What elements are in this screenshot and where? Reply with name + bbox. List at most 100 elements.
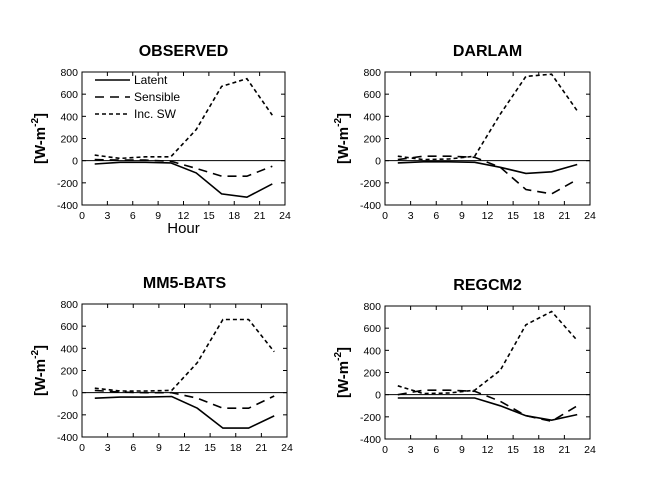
x-tick-label: 12 [482,444,494,456]
legend: Latent Sensible Inc. SW [95,73,180,121]
y-tick-label: 800 [60,299,78,311]
series-line-short-dash [94,77,273,160]
y-axis-label: [W-m-2] [333,113,352,164]
x-tick-label: 3 [408,444,414,456]
y-axis-label-main: [W-m [32,127,49,164]
y-tick-label: 400 [363,111,381,123]
x-tick-label: 24 [281,442,293,454]
x-tick-label: 12 [482,210,494,222]
chart-title: REGCM2 [453,277,522,294]
y-tick-label: -400 [360,434,381,446]
y-tick-label: 800 [363,301,381,313]
y-tick-label: -200 [57,410,78,422]
y-tick-label: 200 [60,366,78,378]
x-tick-label: 9 [459,444,465,456]
y-tick-label: 600 [363,89,381,101]
y-tick-label: 400 [60,111,78,123]
x-tick-label: 18 [230,442,242,454]
series-line-solid [94,395,275,429]
legend-label: Latent [134,73,168,87]
y-axis-label-main: [W-m [32,359,49,396]
plot-frame [81,303,288,438]
y-tick-label: 0 [375,156,381,168]
y-tick-label: 800 [60,67,78,79]
x-tick-label: 0 [382,444,388,456]
y-tick-label: 600 [60,89,78,101]
x-tick-label: 24 [584,444,596,456]
y-tick-label: 200 [60,134,78,146]
series-line-short-dash [397,73,578,161]
chart-title: OBSERVED [139,43,229,60]
x-tick-label: 3 [105,442,111,454]
x-tick-label: 18 [533,444,545,456]
y-axis-label-main: [W-m [335,361,352,398]
x-tick-label: 6 [433,444,439,456]
y-tick-label: 200 [363,134,381,146]
y-axis-label-exponent: -2 [333,118,344,127]
x-tick-label: 6 [433,210,439,222]
y-tick-label: 800 [363,67,381,79]
y-axis-label-exponent: -2 [333,352,344,361]
y-tick-label: -400 [57,200,78,212]
x-tick-label: 3 [408,210,414,222]
chart-panel-2: DARLAM 0 3 6 9 12 15 18 21 24 800 600 400 200 0 -200 -40… [333,43,596,222]
y-tick-label: -200 [360,412,381,424]
chart-title: MM5-BATS [143,275,227,292]
y-axis-label: [W-m-2] [30,113,49,164]
series-line-solid [94,161,273,199]
y-axis-label-close: ] [335,347,352,352]
x-tick-label: 9 [155,210,161,222]
legend-label: Sensible [134,90,180,104]
y-tick-label: -200 [57,178,78,190]
x-tick-label: 21 [254,210,266,222]
series-line-short-dash [397,310,578,395]
x-tick-label: 9 [156,442,162,454]
y-axis-label-exponent: -2 [30,118,41,127]
x-tick-label: 15 [204,442,216,454]
y-tick-label: -200 [360,178,381,190]
y-axis-label: [W-m-2] [333,347,352,398]
x-tick-label: 9 [459,210,465,222]
x-tick-label: 15 [203,210,215,222]
y-axis-label-main: [W-m [335,127,352,164]
y-axis-label-exponent: -2 [30,350,41,359]
x-tick-label: 18 [228,210,240,222]
legend-label: Inc. SW [134,107,177,121]
x-tick-label: 3 [104,210,110,222]
x-tick-label: 6 [130,442,136,454]
x-tick-label: 0 [382,210,388,222]
chart-panel-3: MM5-BATS 0 3 6 9 12 15 18 21 24 800 600 400 200 0 -200 -… [30,275,293,454]
series-line-long-dash [94,158,273,177]
series-line-long-dash [397,389,578,423]
series-line-solid [397,397,578,422]
y-tick-label: 0 [375,390,381,402]
series-line-solid [397,161,578,175]
x-tick-label: 15 [507,210,519,222]
series-line-long-dash [397,155,578,195]
x-tick-label: 21 [256,442,268,454]
y-tick-label: 400 [60,343,78,355]
chart-title: DARLAM [453,43,522,60]
y-tick-label: 200 [363,368,381,380]
y-tick-label: 600 [60,321,78,333]
x-tick-label: 18 [533,210,545,222]
x-tick-label: 24 [279,210,291,222]
x-axis-label: Hour [167,220,200,237]
series-line-short-dash [94,318,275,392]
plot-frame [81,71,286,206]
y-tick-label: -400 [360,200,381,212]
y-tick-label: 600 [363,323,381,335]
x-tick-label: 21 [559,444,571,456]
series-line-long-dash [94,389,275,410]
y-tick-label: 0 [72,156,78,168]
plot-frame [384,71,591,206]
x-tick-label: 0 [79,442,85,454]
x-tick-label: 6 [130,210,136,222]
chart-panel-1: OBSERVED 0 3 6 9 12 15 18 21 24 800 600 400 200 0 -200 -… [30,43,291,237]
y-axis-label-close: ] [335,113,352,118]
y-tick-label: -400 [57,432,78,444]
x-tick-label: 0 [79,210,85,222]
x-tick-label: 12 [179,442,191,454]
y-tick-label: 400 [363,345,381,357]
